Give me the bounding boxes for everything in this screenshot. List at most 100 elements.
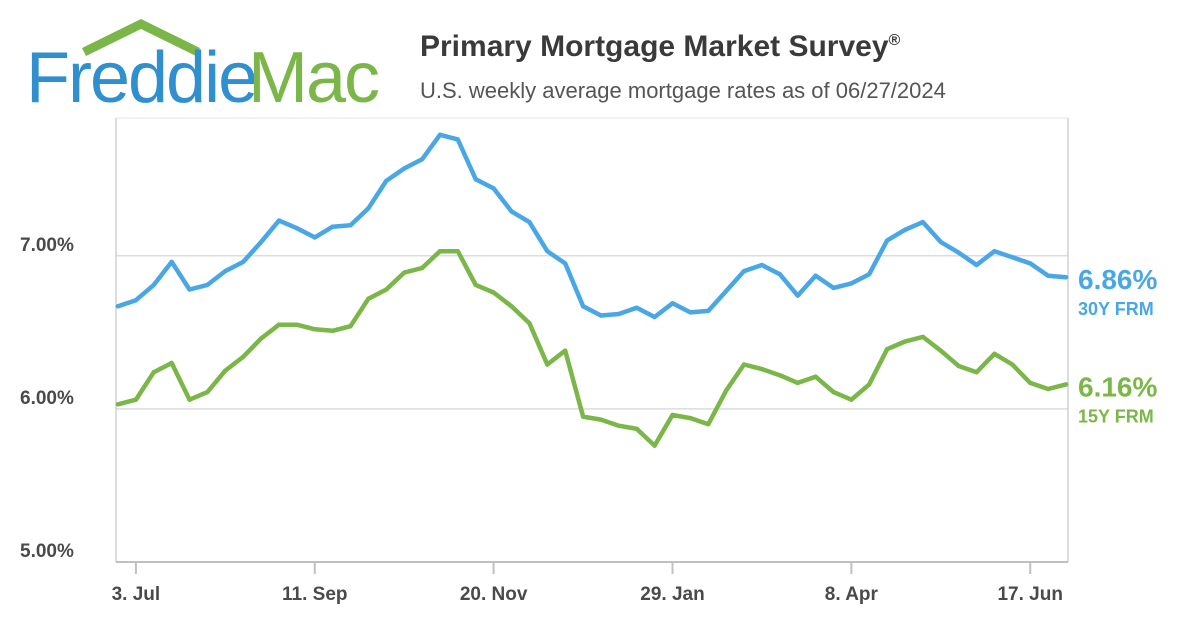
data-point (813, 273, 818, 278)
series-line-30y-frm (115, 132, 1069, 320)
registered-mark: ® (888, 32, 901, 49)
data-point (974, 369, 979, 375)
data-point (187, 397, 192, 402)
x-tick-label: 17. Jun (997, 584, 1062, 605)
series-end-value: 6.86% (1078, 264, 1157, 295)
data-point (401, 166, 407, 171)
data-point (1028, 261, 1033, 266)
data-point (437, 132, 443, 138)
x-tick-label: 20. Nov (460, 584, 528, 605)
data-point (1010, 255, 1015, 260)
data-point (419, 157, 425, 162)
data-point (777, 373, 783, 378)
data-point (545, 249, 550, 254)
data-point (920, 219, 926, 225)
data-point (813, 374, 818, 379)
data-point (115, 304, 121, 309)
x-tick-label: 29. Jan (640, 584, 704, 605)
data-point (831, 389, 836, 395)
series-name-label: 30Y FRM (1078, 299, 1154, 319)
data-point (115, 402, 121, 407)
data-point (616, 311, 622, 317)
tick-labels: 5.00% 6.00% 7.00% 3. Jul 11. Sep 20. Nov 29. J… (20, 235, 1157, 605)
x-tick-label: 3. Jul (112, 584, 161, 605)
data-point (849, 281, 854, 286)
data-point (312, 327, 317, 332)
data-point (634, 305, 639, 311)
data-point (509, 304, 514, 309)
data-point (187, 287, 192, 292)
chart-title: Primary Mortgage Market Survey® (420, 30, 900, 64)
data-point (580, 414, 586, 419)
data-point (169, 360, 174, 366)
freddie-mac-logo: Freddie Mac (26, 18, 386, 114)
data-point (312, 235, 317, 240)
data-point (777, 271, 783, 277)
y-tick-label: 6.00% (20, 388, 74, 409)
data-point (348, 222, 353, 228)
data-point (867, 382, 872, 387)
data-point (562, 348, 568, 353)
data-point (992, 249, 997, 254)
data-point (276, 322, 282, 327)
data-point (258, 336, 264, 341)
data-point (223, 268, 228, 274)
data-point (1063, 275, 1069, 280)
data-point (241, 354, 246, 360)
series-lines (115, 132, 1069, 448)
series-name-label: 15Y FRM (1078, 406, 1154, 426)
data-point (330, 224, 335, 229)
data-point (294, 322, 300, 327)
data-point (688, 310, 693, 315)
data-point (330, 328, 335, 334)
data-point (527, 219, 532, 225)
data-point (491, 186, 496, 191)
data-point (706, 308, 711, 314)
data-point (938, 348, 943, 353)
data-point (759, 262, 765, 268)
data-point (634, 426, 639, 431)
axes (115, 117, 1069, 574)
data-point (1045, 273, 1051, 278)
data-point (455, 249, 461, 254)
data-point (276, 218, 282, 223)
data-point (580, 304, 586, 309)
data-point (151, 282, 156, 288)
data-point (205, 282, 210, 288)
data-point (509, 209, 514, 214)
y-tick-label: 7.00% (20, 235, 74, 256)
data-point (867, 271, 872, 277)
data-point (741, 268, 747, 274)
data-point (1045, 386, 1051, 392)
data-point (133, 397, 139, 402)
chart-title-text: Primary Mortgage Market Survey (420, 30, 889, 63)
data-point (133, 297, 139, 303)
logo-text-freddie: Freddie (26, 38, 258, 118)
data-point (795, 293, 800, 298)
data-point (455, 137, 461, 142)
data-point (938, 239, 943, 245)
data-point (366, 296, 371, 301)
data-point (670, 301, 675, 306)
gridlines (116, 255, 1068, 563)
data-point (706, 422, 711, 427)
data-point (884, 346, 890, 352)
data-point (419, 265, 425, 271)
logo-text-mac: Mac (248, 38, 380, 118)
data-point (992, 351, 997, 356)
data-point (401, 270, 407, 275)
data-point (366, 206, 371, 211)
series-line-15y-frm (115, 248, 1069, 448)
data-point (169, 259, 174, 265)
data-point (902, 339, 908, 344)
data-point (849, 397, 854, 402)
data-point (688, 415, 693, 421)
data-point (598, 417, 604, 422)
data-point (545, 362, 550, 367)
data-point (223, 368, 228, 373)
x-tick-label: 8. Apr (825, 584, 879, 605)
data-point (652, 443, 657, 448)
data-point (491, 290, 496, 295)
data-point (598, 313, 604, 318)
